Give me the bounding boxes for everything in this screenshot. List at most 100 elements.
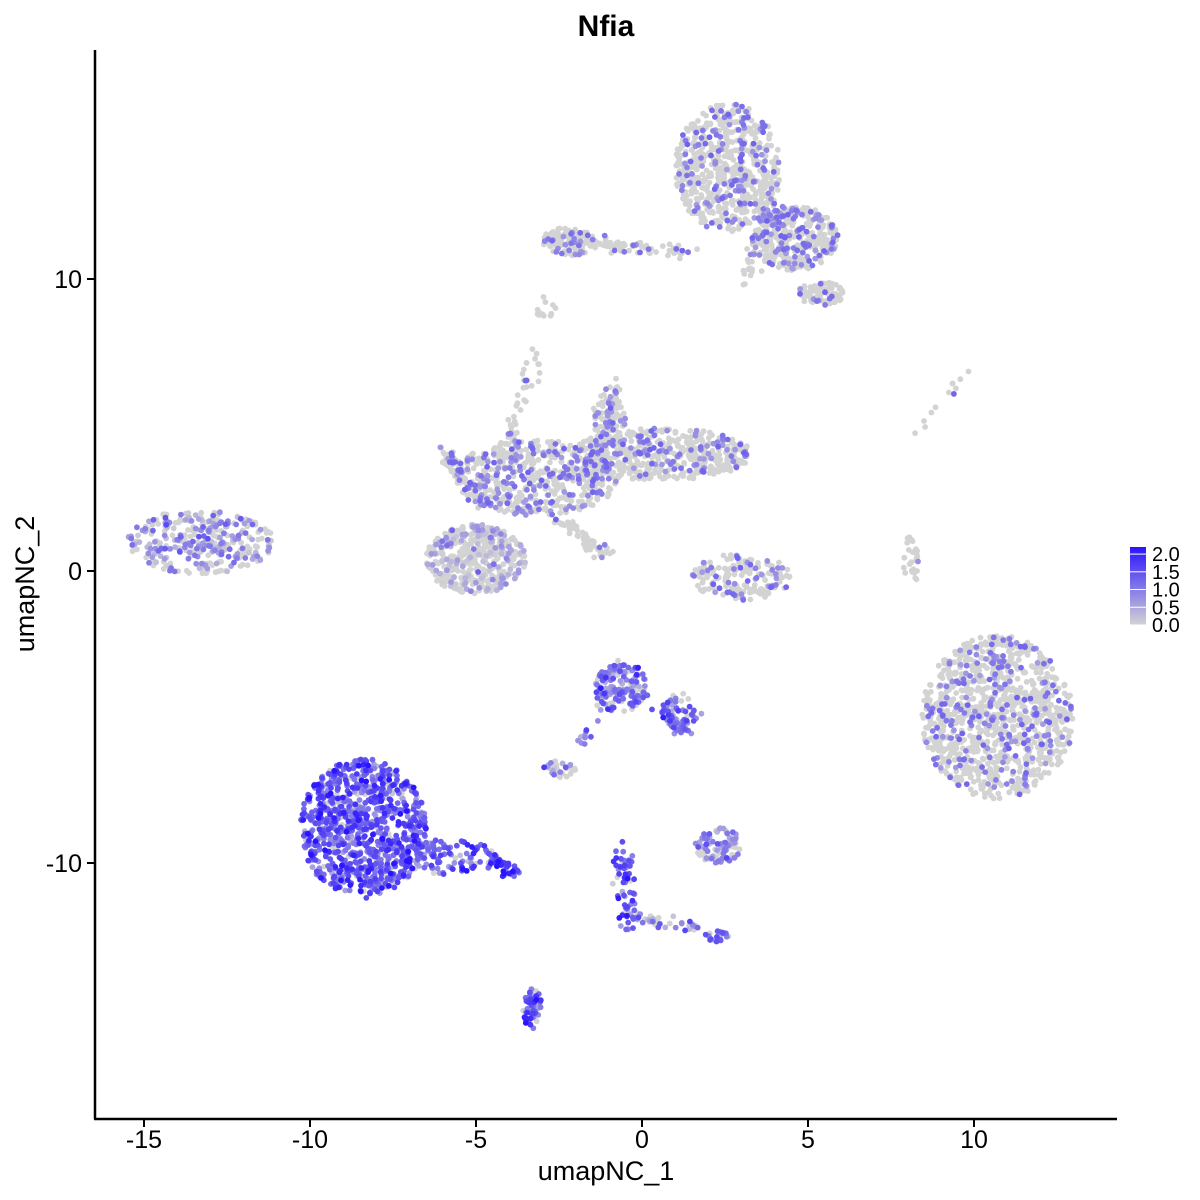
cell-point <box>439 579 445 586</box>
cell-point <box>797 286 804 292</box>
cell-point <box>970 695 977 702</box>
cell-point <box>937 695 944 702</box>
cell-point <box>187 533 194 540</box>
cell-point <box>981 720 988 727</box>
cell-point <box>992 739 999 746</box>
cell-point <box>483 530 489 537</box>
cell-point <box>1014 675 1021 682</box>
cell-point <box>508 424 515 431</box>
cell-point <box>1032 705 1038 711</box>
cell-point <box>968 773 974 780</box>
cell-point <box>955 714 962 721</box>
cell-point <box>733 207 740 213</box>
cell-point <box>375 829 382 836</box>
cell-point <box>489 576 496 583</box>
cell-point <box>913 576 920 583</box>
cell-point <box>715 203 722 210</box>
cell-point <box>982 641 989 648</box>
cell-point <box>434 865 441 872</box>
cell-point <box>607 550 613 557</box>
cell-point <box>517 542 524 548</box>
cell-point <box>505 571 512 578</box>
cell-point <box>217 509 223 516</box>
cell-point <box>485 458 491 465</box>
cell-point <box>498 538 505 545</box>
cell-point <box>1037 669 1044 676</box>
cell-point <box>523 446 529 453</box>
cell-point <box>543 231 549 238</box>
cell-point <box>135 532 141 539</box>
cell-point <box>169 532 176 539</box>
cell-point <box>1016 768 1023 775</box>
cell-point <box>511 413 517 420</box>
cell-point <box>647 474 654 481</box>
cell-point <box>774 181 780 188</box>
cell-point <box>728 151 734 158</box>
cell-point <box>1006 716 1013 723</box>
cell-point <box>152 538 158 545</box>
cell-point <box>952 669 958 676</box>
cell-point <box>937 765 944 771</box>
cell-point <box>765 589 771 595</box>
cell-point <box>1045 727 1052 734</box>
cell-point <box>957 653 964 660</box>
cell-point <box>257 557 264 563</box>
cell-point <box>1029 663 1036 670</box>
cell-point <box>514 429 520 436</box>
cell-point <box>145 550 152 557</box>
cell-point <box>985 731 991 738</box>
cell-point <box>254 553 261 559</box>
cell-point <box>927 681 933 688</box>
cell-point <box>346 887 353 894</box>
cell-point <box>747 586 754 593</box>
cell-point <box>1048 701 1054 708</box>
cell-point <box>246 549 252 556</box>
cell-point <box>764 558 771 564</box>
cell-point <box>730 198 736 205</box>
cell-point <box>254 544 261 550</box>
cell-point <box>973 651 980 658</box>
cell-point <box>514 392 521 398</box>
cell-point <box>970 791 976 797</box>
cell-point <box>685 696 692 702</box>
cell-point <box>1008 655 1015 662</box>
cell-point <box>484 478 491 485</box>
cell-point <box>1044 671 1051 677</box>
cell-point <box>705 450 712 457</box>
cell-point <box>1006 789 1013 795</box>
cell-point <box>726 121 733 128</box>
cell-point <box>812 255 819 262</box>
cell-point <box>801 298 808 305</box>
cell-point <box>779 203 786 210</box>
cell-point <box>984 738 991 745</box>
cell-point <box>680 470 687 476</box>
cell-point <box>717 158 723 165</box>
cell-point <box>434 577 440 584</box>
cell-point <box>469 456 475 463</box>
cell-point <box>732 147 738 154</box>
cell-point <box>655 914 662 921</box>
cell-point <box>703 167 710 174</box>
cell-point <box>617 678 624 684</box>
cell-point <box>437 444 444 451</box>
cell-point <box>672 428 679 435</box>
cell-point <box>947 701 954 708</box>
cell-point <box>493 495 500 501</box>
cell-point <box>995 700 1002 707</box>
cell-point <box>536 361 542 368</box>
cell-point <box>1024 745 1031 752</box>
cell-point <box>520 366 527 373</box>
cell-point <box>701 456 707 462</box>
cell-point <box>453 586 460 592</box>
cell-point <box>613 240 620 247</box>
cell-point <box>509 555 516 561</box>
cell-point <box>943 694 950 701</box>
cell-point <box>1040 655 1046 662</box>
cell-point <box>703 124 710 130</box>
cell-point <box>775 246 782 253</box>
cell-point <box>699 569 705 576</box>
cell-point <box>717 121 724 128</box>
cell-point <box>685 207 692 214</box>
cell-point <box>237 563 244 569</box>
cell-point <box>705 435 712 441</box>
